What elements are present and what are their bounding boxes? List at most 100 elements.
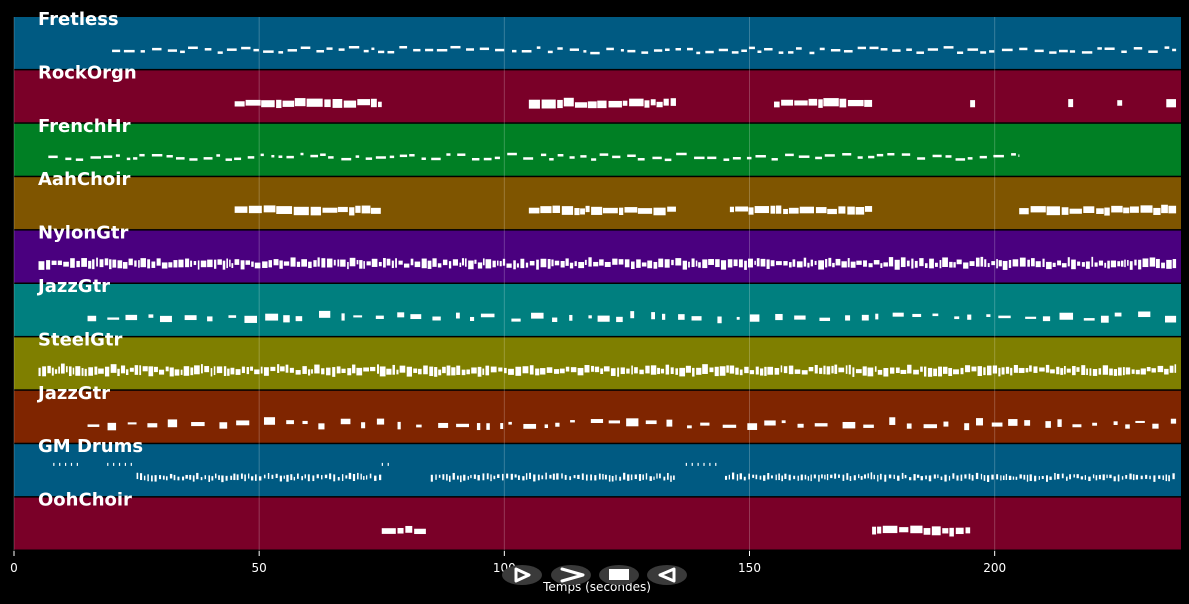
back-icon[interactable]: [658, 567, 676, 583]
note: [700, 422, 710, 426]
note: [883, 262, 888, 267]
note: [927, 48, 939, 51]
note: [641, 262, 647, 267]
note: [378, 50, 385, 54]
note: [430, 474, 433, 482]
play-button[interactable]: [502, 565, 542, 585]
note: [471, 367, 477, 374]
play-icon[interactable]: [514, 567, 531, 583]
track-notes: [234, 97, 1176, 109]
note: [386, 368, 392, 375]
note: [876, 153, 884, 157]
note: [251, 261, 254, 267]
note: [167, 419, 178, 428]
note: [703, 462, 705, 466]
note: [134, 365, 139, 375]
note: [1076, 474, 1079, 479]
note: [696, 51, 701, 55]
note: [739, 369, 743, 376]
note: [569, 48, 580, 51]
note: [282, 100, 295, 107]
note: [329, 473, 332, 480]
note: [1157, 365, 1164, 373]
note: [754, 260, 756, 265]
note: [967, 157, 973, 160]
note: [744, 260, 747, 270]
note: [409, 154, 415, 157]
note: [664, 48, 670, 52]
note: [482, 473, 485, 481]
note: [774, 367, 780, 375]
note: [324, 474, 328, 479]
note: [619, 207, 624, 216]
track-notes: [53, 462, 1175, 483]
note: [1135, 420, 1145, 423]
note: [207, 316, 213, 322]
note: [302, 420, 308, 425]
note: [508, 421, 512, 425]
note: [864, 206, 873, 212]
note: [1002, 475, 1005, 481]
note: [626, 368, 630, 374]
note: [47, 365, 51, 374]
play-button-bg[interactable]: [502, 565, 542, 585]
note: [801, 370, 808, 375]
note: [588, 257, 592, 267]
fast-forward-button[interactable]: [551, 565, 591, 585]
note: [147, 259, 151, 269]
note: [397, 527, 404, 534]
note: [1170, 418, 1177, 424]
note: [533, 474, 536, 482]
back-button-bg[interactable]: [647, 565, 687, 585]
note: [756, 258, 760, 267]
note: [843, 50, 853, 53]
note: [109, 259, 112, 270]
note: [775, 313, 783, 321]
note: [1164, 46, 1170, 49]
note: [604, 261, 611, 267]
note: [748, 473, 750, 480]
note: [907, 364, 912, 374]
fast-forward-button-bg[interactable]: [551, 565, 591, 585]
note: [679, 367, 686, 377]
note: [366, 475, 368, 480]
note: [1125, 367, 1131, 375]
note: [823, 98, 839, 107]
note: [1121, 50, 1127, 54]
note: [577, 367, 584, 376]
note: [573, 475, 576, 479]
note: [1102, 474, 1105, 481]
note: [300, 152, 304, 156]
stop-icon[interactable]: [609, 569, 629, 580]
stop-button[interactable]: [599, 565, 639, 585]
note: [552, 205, 561, 213]
note: [1153, 207, 1161, 215]
note: [686, 47, 693, 51]
x-tick-label: 0: [10, 561, 18, 575]
note: [627, 474, 630, 481]
note: [810, 474, 812, 482]
note: [294, 98, 306, 107]
note: [286, 155, 294, 159]
note: [569, 262, 574, 269]
note: [1125, 475, 1128, 479]
note: [1041, 475, 1044, 480]
back-button[interactable]: [647, 565, 687, 585]
note: [807, 476, 809, 481]
note: [461, 258, 465, 266]
note: [1063, 366, 1066, 375]
note: [139, 153, 145, 157]
note: [523, 423, 537, 429]
note: [883, 368, 889, 377]
note: [880, 48, 888, 51]
note: [968, 473, 971, 480]
note: [814, 423, 828, 427]
note: [275, 473, 278, 478]
note: [1097, 47, 1102, 50]
note: [980, 256, 984, 267]
note: [980, 51, 987, 54]
fast-forward-icon[interactable]: [560, 567, 585, 583]
note: [369, 473, 372, 479]
track-band: [14, 497, 1181, 550]
note: [241, 46, 251, 50]
